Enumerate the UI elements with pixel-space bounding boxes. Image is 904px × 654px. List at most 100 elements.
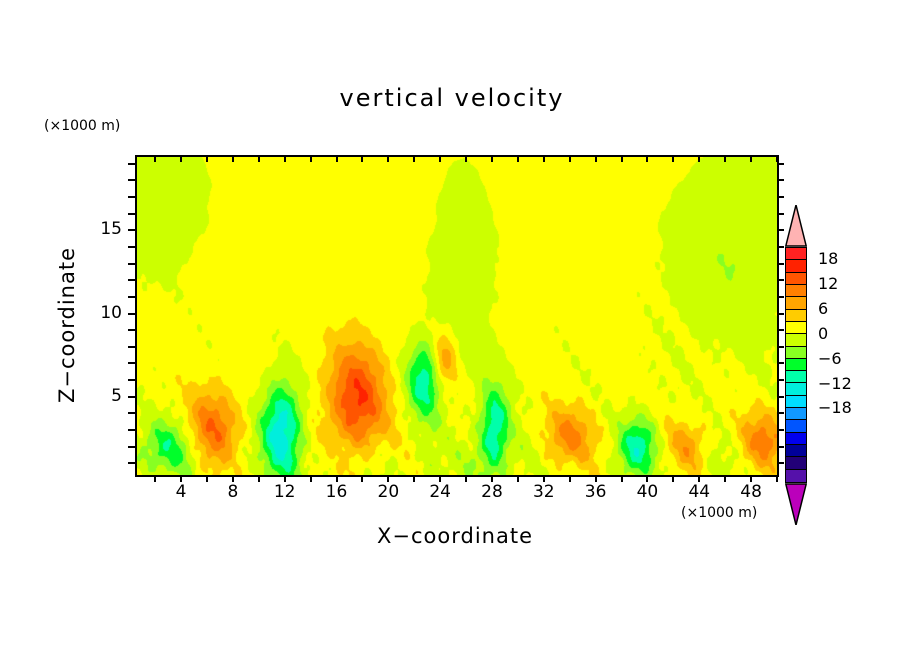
- x-tick-label: 20: [377, 482, 400, 502]
- x-tick-top: [180, 155, 183, 162]
- x-tick-top: [309, 155, 312, 162]
- colorbar-segment: [786, 445, 806, 458]
- colorbar-segment: [786, 432, 806, 445]
- y-tick: [128, 395, 135, 398]
- colorbar-segment: [786, 420, 806, 433]
- x-tick: [724, 475, 727, 482]
- x-tick: [542, 475, 545, 482]
- x-tick-top: [750, 155, 753, 162]
- x-tick-top: [646, 155, 649, 162]
- x-tick: [620, 475, 623, 482]
- y-tick-right: [777, 345, 784, 348]
- y-tick-right: [777, 462, 784, 465]
- y-tick-right: [777, 262, 784, 265]
- colorbar-segment: [786, 346, 806, 359]
- y-tick-label: 5: [111, 385, 122, 406]
- x-tick-label: 44: [688, 482, 711, 502]
- x-tick-top: [231, 155, 234, 162]
- y-tick-right: [777, 279, 784, 282]
- x-tick-label: 32: [532, 482, 555, 502]
- x-tick: [465, 475, 468, 482]
- x-tick-label: 24: [429, 482, 451, 502]
- x-axis-units-label: (×1000 m): [681, 505, 758, 521]
- x-tick-top: [361, 155, 364, 162]
- y-tick: [128, 362, 135, 365]
- y-tick-right: [777, 212, 784, 215]
- contour-field: [137, 157, 777, 475]
- x-tick: [205, 475, 208, 482]
- y-tick-label: 15: [100, 219, 122, 240]
- x-tick-top: [776, 155, 778, 162]
- x-tick-label: 12: [273, 482, 296, 502]
- x-tick-label: 48: [740, 482, 762, 502]
- y-tick-right: [777, 195, 784, 198]
- colorbar-tick-label: 12: [818, 274, 839, 294]
- y-tick-right: [777, 312, 784, 315]
- colorbar-segment: [786, 371, 806, 384]
- x-tick: [283, 475, 286, 482]
- colorbar-segment: [786, 260, 806, 273]
- x-tick-top: [283, 155, 286, 162]
- y-tick: [128, 179, 135, 182]
- colorbar-tick-label: 6: [818, 299, 829, 319]
- x-tick: [335, 475, 338, 482]
- y-tick-right: [777, 379, 784, 382]
- y-tick: [128, 429, 135, 432]
- colorbar-segment: [786, 297, 806, 310]
- colorbar-segment: [786, 383, 806, 396]
- y-tick: [128, 345, 135, 348]
- x-tick: [698, 475, 701, 482]
- page-title: vertical velocity: [339, 84, 565, 112]
- x-tick-label: 40: [636, 482, 659, 502]
- x-tick: [568, 475, 571, 482]
- y-axis-title: Z−coordinate: [55, 247, 79, 403]
- x-tick-top: [439, 155, 442, 162]
- x-tick: [646, 475, 649, 482]
- x-tick: [387, 475, 390, 482]
- y-tick-right: [777, 295, 784, 298]
- x-tick-label: 8: [227, 482, 239, 502]
- x-tick-label: 16: [325, 482, 348, 502]
- colorbar-segment: [786, 469, 806, 482]
- y-tick-right: [777, 179, 784, 182]
- y-tick: [128, 462, 135, 465]
- colorbar-segment: [786, 358, 806, 372]
- x-tick-top: [724, 155, 727, 162]
- colorbar-tick-label: −6: [818, 348, 842, 368]
- colorbar-segment: [786, 248, 806, 261]
- colorbar-tick-label: 18: [818, 249, 839, 269]
- x-tick-top: [568, 155, 571, 162]
- colorbar-segment: [786, 408, 806, 421]
- x-tick-top: [335, 155, 338, 162]
- x-tick: [361, 475, 364, 482]
- y-tick-right: [777, 329, 784, 332]
- colorbar-segment: [786, 321, 806, 335]
- x-tick: [516, 475, 519, 482]
- y-tick-right: [777, 229, 784, 232]
- x-tick: [750, 475, 753, 482]
- y-tick-right: [777, 245, 784, 248]
- x-tick-top: [542, 155, 545, 162]
- y-tick: [128, 279, 135, 282]
- colorbar: [785, 205, 807, 525]
- colorbar-tick-label: −12: [818, 373, 852, 393]
- y-tick-right: [777, 362, 784, 365]
- x-tick: [180, 475, 183, 482]
- x-tick-top: [154, 155, 157, 162]
- x-tick-top: [490, 155, 493, 162]
- colorbar-tick-label: 0: [818, 323, 829, 343]
- colorbar-segments: [785, 247, 807, 483]
- x-tick-top: [465, 155, 468, 162]
- colorbar-segment: [786, 457, 806, 470]
- y-tick: [128, 445, 135, 448]
- x-tick-top: [698, 155, 701, 162]
- colorbar-over-arrow-icon: [785, 205, 807, 247]
- x-tick-top: [387, 155, 390, 162]
- x-tick: [309, 475, 312, 482]
- y-tick: [128, 412, 135, 415]
- x-axis-title: X−coordinate: [377, 524, 533, 548]
- x-tick: [231, 475, 234, 482]
- x-tick: [776, 475, 778, 482]
- y-tick: [128, 245, 135, 248]
